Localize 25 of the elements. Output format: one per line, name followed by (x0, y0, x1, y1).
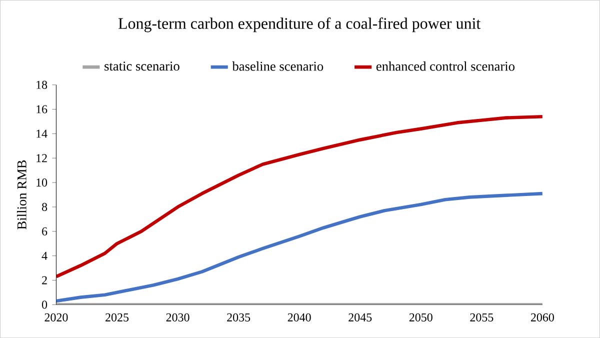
y-tick-label: 16 (36, 105, 48, 114)
y-tick-label: 18 (36, 80, 48, 89)
x-tick-label: 2020 (44, 313, 68, 322)
y-tick-label: 12 (36, 154, 47, 162)
x-tick-label: 2035 (227, 313, 250, 322)
y-tick-label: 2 (42, 276, 47, 284)
x-tick-label: 2030 (166, 313, 190, 322)
y-tick-label: 6 (42, 227, 48, 236)
line-series (56, 114, 542, 278)
legend-label: static scenario (104, 62, 180, 70)
x-tick-label: 2025 (106, 313, 129, 322)
y-tick-label: 10 (36, 178, 48, 186)
x-tick-label: 2045 (348, 313, 372, 322)
legend-label: baseline scenario (232, 61, 324, 71)
x-tick-label: 2050 (409, 313, 432, 322)
y-tick-label: 14 (36, 130, 48, 138)
y-tick-label: 4 (42, 252, 48, 260)
y-tick-label: 0 (42, 300, 48, 309)
x-tick-label: 2055 (470, 313, 494, 322)
chart-title: Long-term carbon expenditure of a coal-fired power unit (118, 17, 481, 32)
y-tick-label: 8 (42, 202, 48, 211)
y-axis-title: Billion RMB (17, 160, 26, 230)
x-tick-label: 2060 (530, 313, 554, 322)
x-tick-label: 2040 (288, 313, 311, 322)
legend-label: enhanced control scenario (376, 61, 515, 71)
